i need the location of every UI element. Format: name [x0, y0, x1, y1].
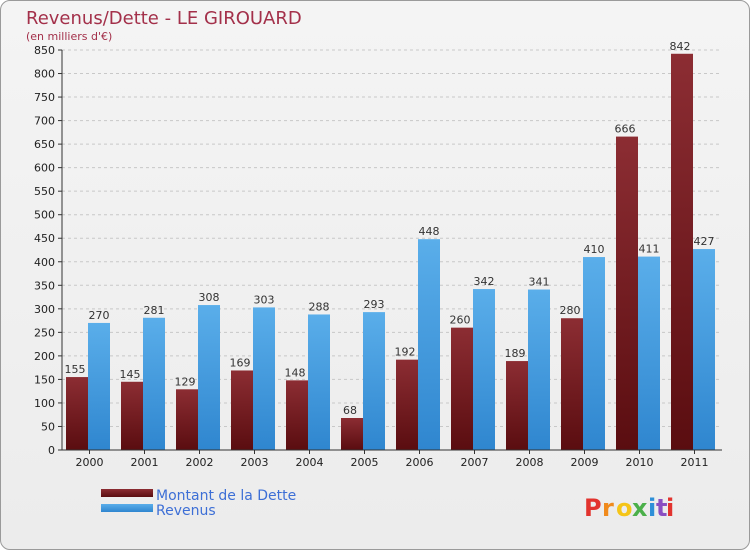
- x-tick-label-2002: 2002: [186, 456, 214, 469]
- value-label-revenus-2007: 342: [474, 275, 495, 288]
- bar-debt-2009: [561, 318, 583, 450]
- logo-letter: P: [584, 494, 602, 522]
- logo-letter: x: [632, 494, 648, 522]
- bar-debt-2010: [616, 136, 638, 450]
- logo-letter: i: [648, 494, 656, 522]
- legend: Montant de la Dette Revenus: [101, 488, 296, 519]
- legend-swatch-debt: [101, 489, 153, 497]
- y-tick-label: 600: [34, 162, 55, 175]
- y-tick-label: 750: [34, 91, 55, 104]
- value-label-revenus-2000: 270: [89, 309, 110, 322]
- value-label-debt-2004: 148: [285, 366, 306, 379]
- y-tick-label: 700: [34, 115, 55, 128]
- y-tick-label: 500: [34, 209, 55, 222]
- bar-debt-2008: [506, 361, 528, 450]
- logo-letter: o: [616, 494, 633, 522]
- bar-revenus-2008: [528, 289, 550, 450]
- y-tick-label: 800: [34, 68, 55, 81]
- y-tick-label: 450: [34, 232, 55, 245]
- x-axis-ticks: 2000 2001 2002 2003 2004 2005 2006 2007 2008 2009…: [76, 450, 709, 469]
- bar-debt-2002: [176, 389, 198, 450]
- bar-revenus-2002: [198, 305, 220, 450]
- y-tick-label: 350: [34, 279, 55, 292]
- value-label-debt-2005: 68: [343, 404, 357, 417]
- bar-debt-2011: [671, 53, 693, 450]
- y-tick-label: 100: [34, 397, 55, 410]
- gridlines: [62, 49, 722, 427]
- x-tick-label-2008: 2008: [516, 456, 544, 469]
- bar-revenus-2009: [583, 257, 605, 450]
- y-tick-label: 850: [34, 44, 55, 57]
- x-tick-label-2010: 2010: [626, 456, 654, 469]
- value-label-debt-2010: 666: [615, 123, 636, 136]
- y-tick-label: 50: [41, 420, 55, 433]
- value-label-revenus-2005: 293: [364, 298, 385, 311]
- x-tick-label-2006: 2006: [406, 456, 434, 469]
- value-label-revenus-2001: 281: [144, 304, 165, 317]
- y-axis-ticks: 0 50 100 150 200 250 300 350 400 450 500 550 600 650 7…: [34, 44, 62, 457]
- y-tick-label: 650: [34, 138, 55, 151]
- y-tick-label: 250: [34, 326, 55, 339]
- bar-debt-2000: [66, 377, 88, 450]
- legend-label-revenus: Revenus: [156, 503, 216, 519]
- bar-revenus-2005: [363, 312, 385, 450]
- bar-revenus-2007: [473, 289, 495, 450]
- x-tick-label-2004: 2004: [296, 456, 324, 469]
- legend-label-debt: Montant de la Dette: [156, 488, 296, 504]
- bar-revenus-2006: [418, 239, 440, 450]
- value-label-revenus-2003: 303: [254, 293, 275, 306]
- value-label-revenus-2004: 288: [309, 300, 330, 313]
- x-tick-label-2000: 2000: [76, 456, 104, 469]
- bar-debt-2004: [286, 380, 308, 450]
- value-label-debt-2006: 192: [395, 346, 416, 359]
- bar-revenus-2011: [693, 249, 715, 450]
- chart-subtitle: (en milliers d'€): [26, 30, 112, 43]
- bar-debt-2005: [341, 418, 363, 450]
- value-labels: 155 270 145 281 129 308 169 303 148 288 68 293 192 44…: [65, 40, 715, 417]
- x-tick-label-2011: 2011: [681, 456, 709, 469]
- chart-title: Revenus/Dette - LE GIROUARD: [26, 8, 302, 29]
- value-label-debt-2011: 842: [670, 40, 691, 53]
- value-label-revenus-2011: 427: [694, 235, 715, 248]
- bar-revenus-2001: [143, 317, 165, 450]
- x-tick-label-2003: 2003: [241, 456, 269, 469]
- x-tick-label-2001: 2001: [131, 456, 159, 469]
- value-label-revenus-2008: 341: [529, 276, 550, 289]
- logo-letter: r: [602, 494, 614, 522]
- bar-revenus-2003: [253, 307, 275, 450]
- value-label-debt-2002: 129: [175, 375, 196, 388]
- value-label-debt-2007: 260: [450, 314, 471, 327]
- bar-revenus-2010: [638, 256, 660, 450]
- y-tick-label: 550: [34, 185, 55, 198]
- value-label-revenus-2006: 448: [419, 225, 440, 238]
- y-tick-label: 0: [48, 444, 55, 457]
- legend-swatch-revenus: [101, 504, 153, 512]
- bar-revenus-2000: [88, 322, 110, 450]
- logo-letter: i: [666, 494, 674, 522]
- value-label-debt-2009: 280: [560, 304, 581, 317]
- y-tick-label: 150: [34, 373, 55, 386]
- value-label-debt-2008: 189: [505, 347, 526, 360]
- value-label-revenus-2009: 410: [584, 243, 605, 256]
- bar-debt-2006: [396, 359, 418, 450]
- value-label-debt-2001: 145: [120, 368, 141, 381]
- bar-debt-2001: [121, 381, 143, 450]
- x-tick-label-2007: 2007: [461, 456, 489, 469]
- y-tick-label: 200: [34, 350, 55, 363]
- value-label-revenus-2002: 308: [199, 291, 220, 304]
- bar-debt-2007: [451, 327, 473, 450]
- bars: [66, 53, 715, 450]
- x-tick-label-2009: 2009: [571, 456, 599, 469]
- logo-letter: t: [656, 494, 667, 522]
- bar-debt-2003: [231, 370, 253, 450]
- y-tick-label: 400: [34, 256, 55, 269]
- value-label-revenus-2010: 411: [639, 243, 660, 256]
- bar-revenus-2004: [308, 314, 330, 450]
- x-tick-label-2005: 2005: [351, 456, 379, 469]
- y-tick-label: 300: [34, 303, 55, 316]
- value-label-debt-2003: 169: [230, 356, 251, 369]
- value-label-debt-2000: 155: [65, 363, 86, 376]
